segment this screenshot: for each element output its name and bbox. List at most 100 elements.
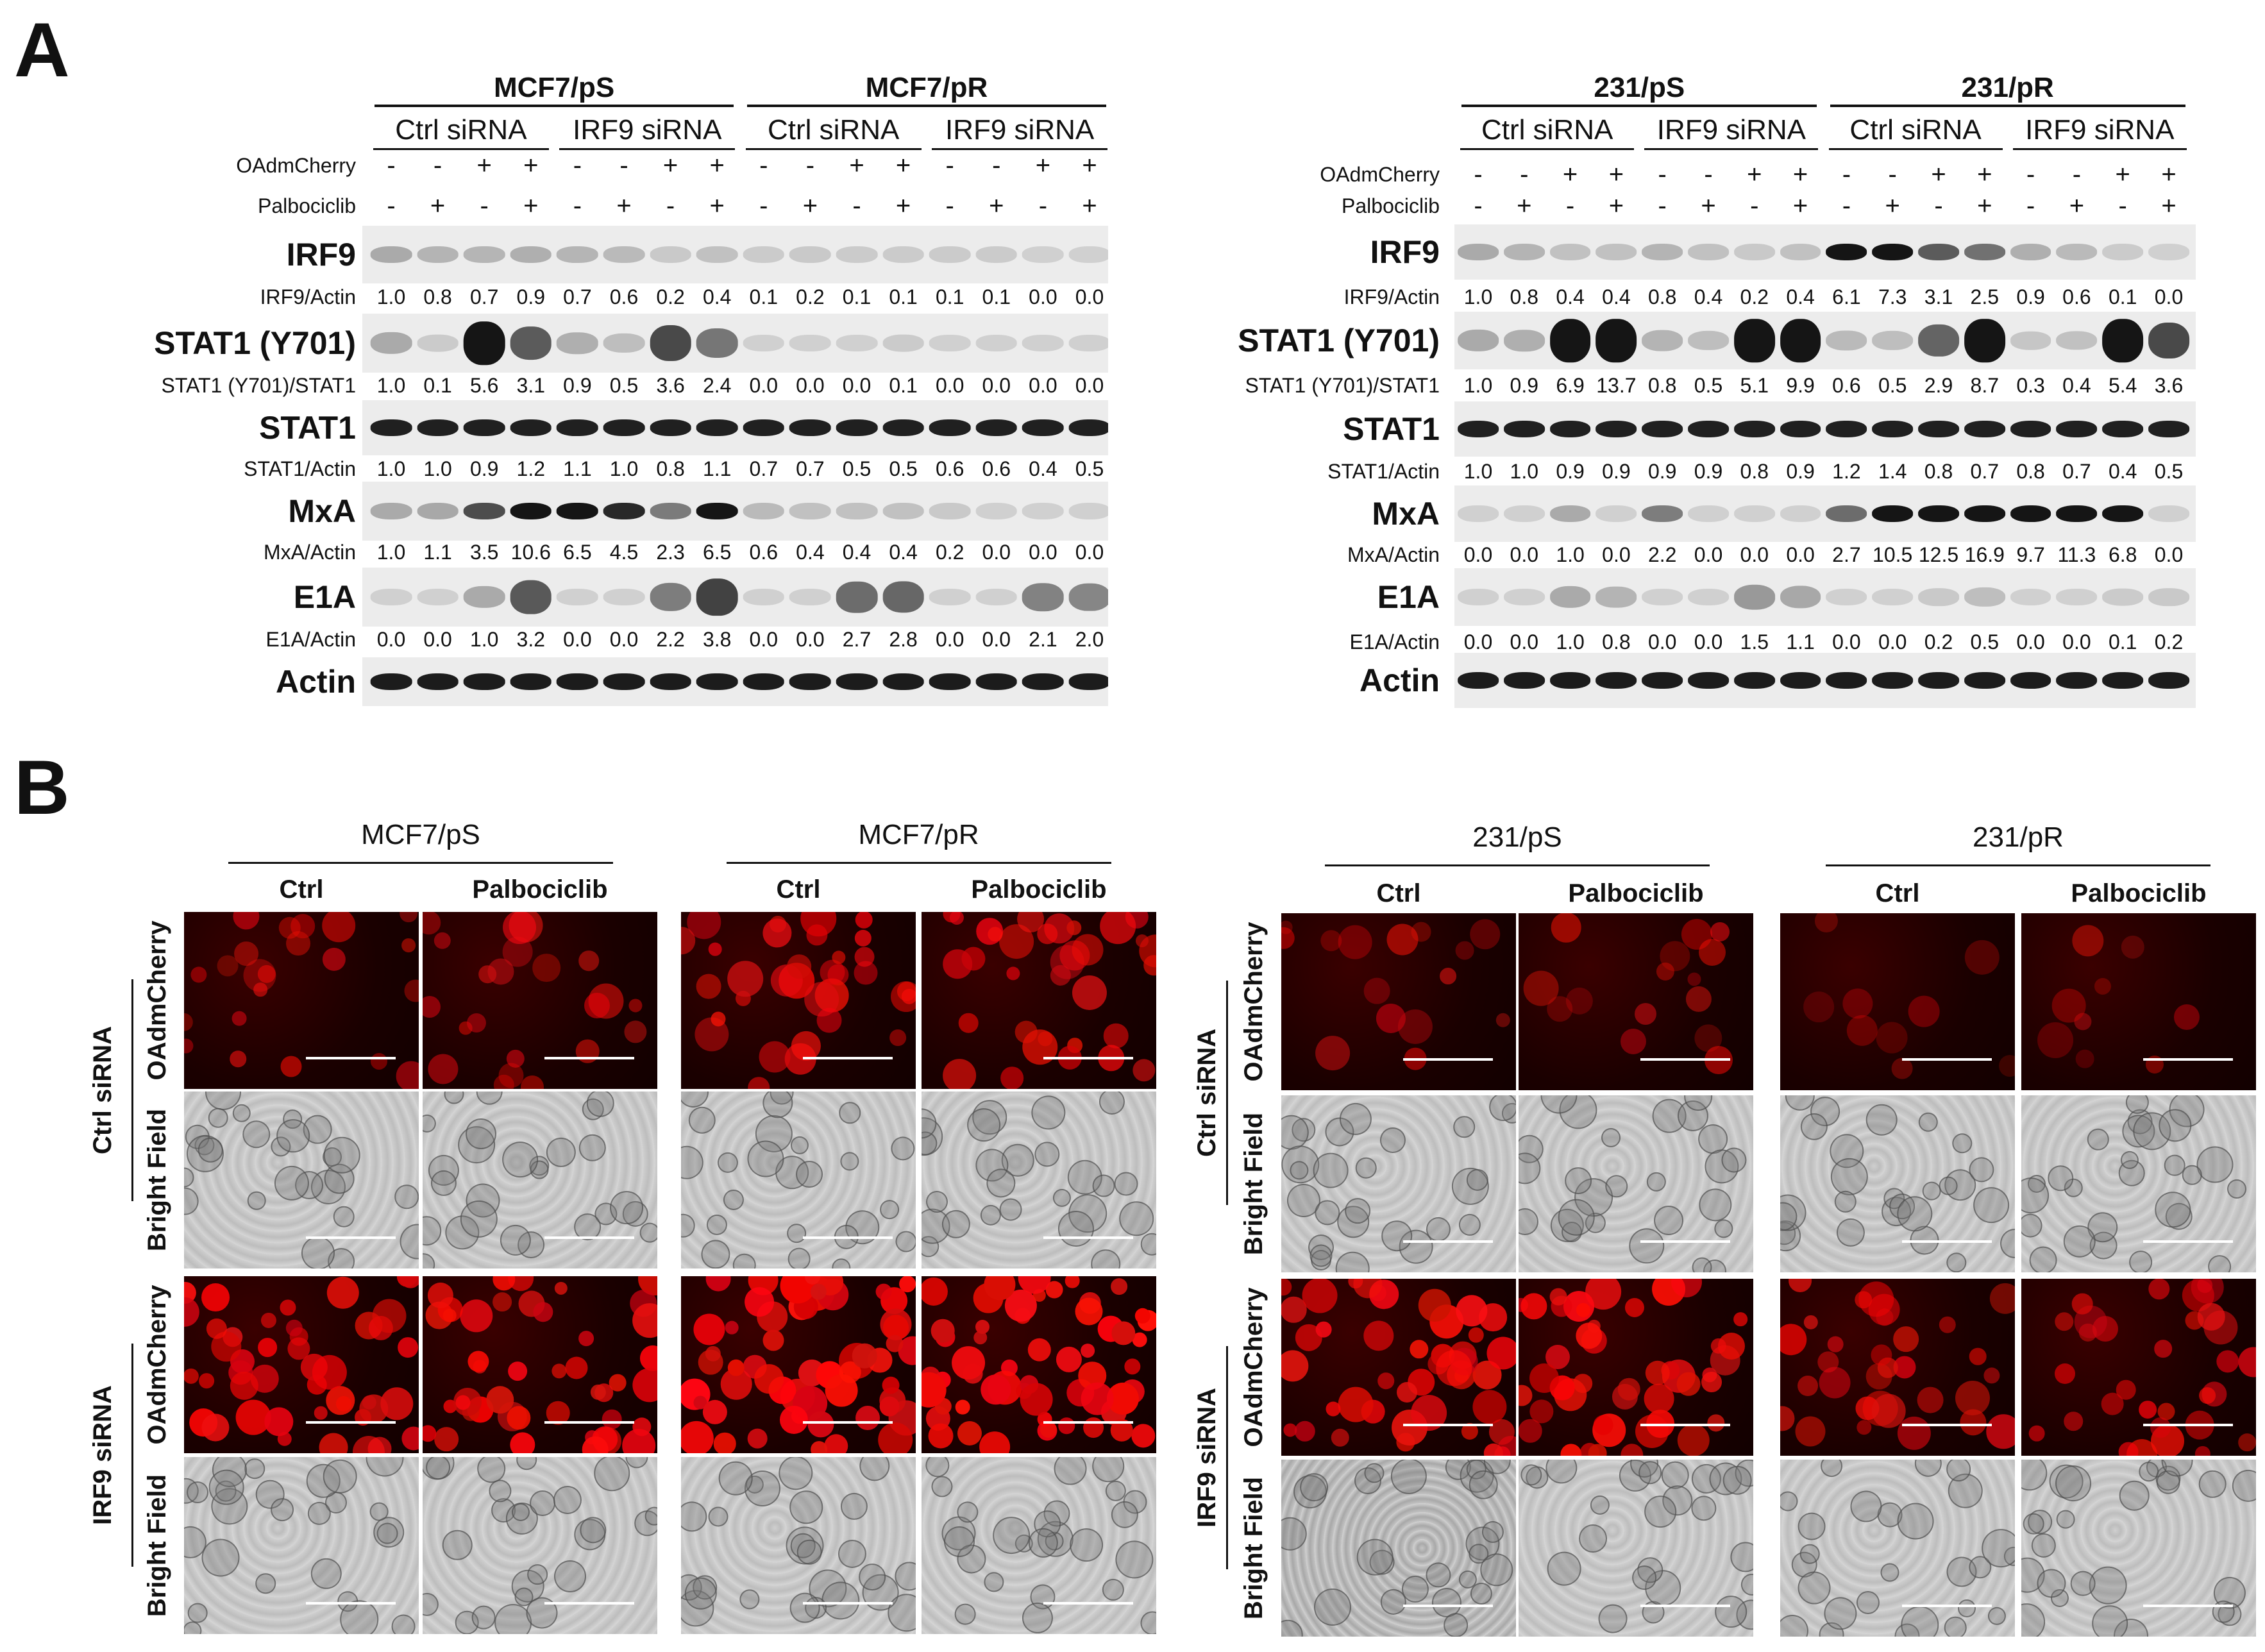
cell [466, 1118, 496, 1149]
red-cell [1486, 1336, 1516, 1370]
cell [2021, 1213, 2042, 1238]
blot-band [1918, 421, 1959, 437]
ratio-value: 1.0 [609, 457, 639, 480]
cell [340, 1600, 378, 1634]
red-cell [201, 1283, 230, 1311]
red-cell [460, 1299, 493, 1333]
cell [426, 1457, 450, 1479]
ratio-value: 2.0 [1075, 628, 1104, 651]
cell [954, 1603, 976, 1625]
ratio-value: 0.0 [935, 628, 964, 651]
blot-strip [362, 314, 1108, 373]
palbociclib-sign: + [1792, 192, 1808, 220]
red-cell [206, 1318, 228, 1340]
red-cell [1780, 1406, 1795, 1431]
ratio-value: 11.3 [2057, 543, 2096, 566]
blot-band [1826, 421, 1867, 437]
cell [1381, 1220, 1412, 1251]
ratio-value: 0.6 [935, 457, 964, 480]
cell [247, 1191, 266, 1210]
blot-band [1068, 335, 1108, 351]
fluorescence-image [1519, 1279, 1753, 1456]
red-cell [565, 1356, 588, 1379]
cell [1469, 1470, 1498, 1499]
red-cell [1908, 995, 1940, 1027]
red-cell [582, 1436, 609, 1453]
red-cell [423, 995, 441, 1018]
cell [1699, 1188, 1732, 1222]
ratio-value: 6.8 [2108, 543, 2137, 566]
oad-row-label: OAdmCherry [1320, 163, 1440, 186]
cell [1691, 1496, 1717, 1521]
oad-sign: - [1842, 160, 1851, 189]
blot-band [1068, 583, 1108, 611]
cell [494, 1604, 532, 1634]
red-cell [854, 947, 875, 967]
cell [723, 1189, 745, 1211]
cell [1355, 1157, 1377, 1179]
cell [580, 1517, 607, 1544]
red-cell [362, 1395, 377, 1410]
oad-sign: + [1931, 160, 1946, 189]
blot-band [929, 246, 971, 263]
blot-band [696, 246, 738, 263]
ratio-value: 10.5 [1873, 543, 1913, 566]
blot-band [975, 673, 1018, 690]
red-cell [335, 1395, 352, 1412]
ratio-value: 13.7 [1596, 374, 1637, 397]
ratio-value: 0.1 [889, 285, 918, 308]
red-cell [1795, 1416, 1826, 1447]
red-cell [1827, 1336, 1844, 1353]
scale-bar [1902, 1424, 1992, 1426]
ratio-value: 0.0 [842, 374, 871, 397]
blot-band [975, 503, 1018, 519]
cell [943, 1526, 975, 1558]
cell [1140, 1233, 1156, 1256]
cell [732, 1253, 757, 1268]
cell [1290, 1161, 1309, 1180]
blot-band [1872, 244, 1914, 260]
cell [796, 1161, 823, 1188]
ratio-value: 16.9 [1964, 543, 2005, 566]
palbociclib-sign: - [1750, 192, 1759, 220]
scale-bar [1640, 1240, 1730, 1243]
red-cell [190, 966, 207, 983]
ratio-value: 0.9 [1647, 460, 1677, 483]
blot-band [1596, 505, 1637, 522]
oad-sign: + [1608, 160, 1624, 189]
micro-col-label: Palbociclib [472, 875, 608, 904]
cell [1057, 1210, 1095, 1247]
blot-band [696, 503, 738, 519]
band-label: IRF9 [286, 237, 356, 273]
brightfield-image [681, 1092, 916, 1268]
red-cell [2150, 1417, 2171, 1438]
red-cell [748, 1077, 770, 1089]
red-cell [1281, 1296, 1307, 1323]
red-cell [1857, 1420, 1872, 1435]
red-cell [253, 982, 267, 997]
blot-band [2056, 331, 2098, 350]
ratio-value: 2.1 [1029, 628, 1057, 651]
red-cell [1058, 1417, 1075, 1434]
ratio-label: MxA/Actin [263, 541, 356, 564]
ratio-value: 1.0 [376, 285, 406, 308]
ratio-value: 0.8 [656, 457, 685, 480]
red-cell [434, 932, 451, 950]
ratio-value: 0.2 [796, 285, 825, 308]
ratio-value: 0.4 [2062, 374, 2091, 397]
red-cell [184, 1038, 194, 1054]
red-cell [922, 1277, 948, 1306]
cell [394, 1184, 419, 1209]
cell [1836, 1218, 1865, 1247]
cell [1520, 1464, 1542, 1486]
red-cell [878, 1422, 913, 1453]
fluorescence-image [681, 1276, 916, 1453]
fluorescence-image [184, 1276, 419, 1453]
ratio-value: 2.5 [1970, 285, 2000, 308]
red-cell [1134, 1308, 1151, 1324]
blot-band [417, 673, 459, 690]
ratio-value: 0.8 [1740, 460, 1769, 483]
cell [1821, 1460, 1842, 1477]
blot-band [1688, 421, 1729, 437]
red-cell [2101, 1392, 2124, 1415]
